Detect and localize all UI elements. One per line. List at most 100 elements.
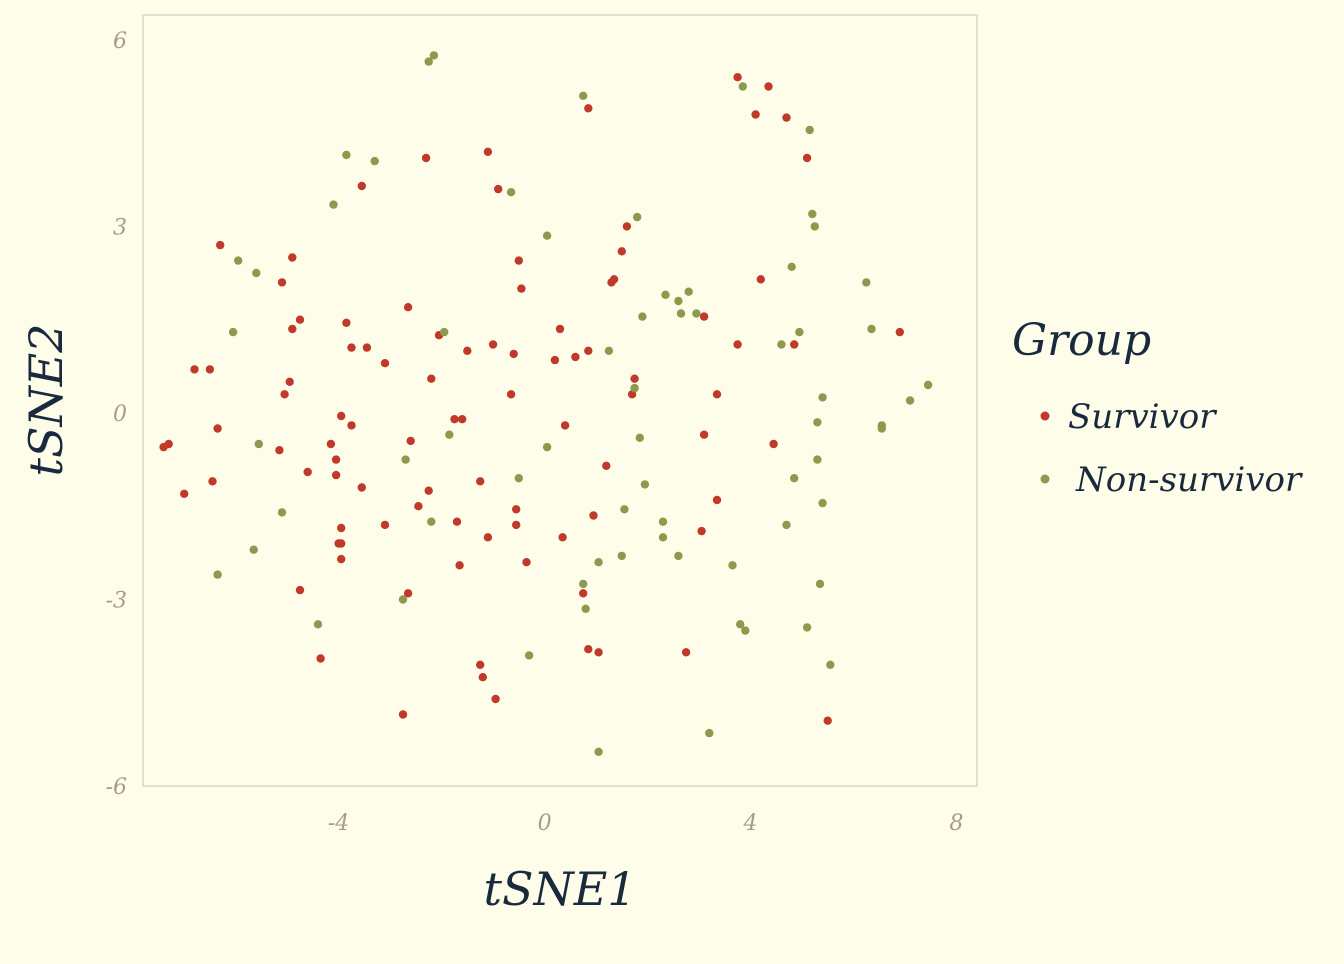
point-non-survivor-38 [254, 439, 263, 449]
point-survivor-30 [463, 346, 472, 355]
y-tick-label: -3 [106, 589, 127, 614]
point-survivor-67 [180, 489, 189, 498]
point-survivor-71 [414, 502, 423, 511]
point-non-survivor-37 [635, 433, 644, 442]
point-survivor-56 [326, 439, 336, 449]
point-non-survivor-32 [818, 393, 827, 402]
y-tick-label: -6 [106, 775, 127, 800]
point-survivor-37 [790, 340, 799, 349]
point-non-survivor-26 [795, 327, 804, 337]
point-survivor-6 [421, 153, 431, 163]
point-non-survivor-66 [524, 651, 534, 660]
point-non-survivor-65 [802, 623, 812, 632]
point-survivor-64 [331, 470, 341, 480]
point-survivor-9 [494, 184, 503, 194]
point-non-survivor-6 [370, 156, 379, 166]
point-survivor-3 [782, 113, 791, 122]
point-survivor-35 [550, 355, 560, 365]
point-non-survivor-24 [440, 327, 449, 337]
point-non-survivor-11 [810, 222, 819, 231]
point-survivor-51 [458, 415, 467, 424]
point-non-survivor-7 [506, 188, 516, 197]
point-survivor-74 [452, 517, 462, 526]
point-non-survivor-18 [684, 287, 693, 296]
point-survivor-38 [380, 359, 390, 368]
point-non-survivor-23 [228, 327, 238, 337]
point-non-survivor-67 [826, 660, 835, 669]
point-survivor-29 [362, 343, 372, 352]
point-non-survivor-9 [633, 212, 642, 222]
point-non-survivor-8 [329, 200, 338, 209]
point-survivor-15 [277, 278, 287, 287]
point-non-survivor-20 [692, 309, 701, 318]
x-axis-title: tSNE1 [483, 862, 636, 916]
point-survivor-0 [733, 73, 742, 82]
point-non-survivor-1 [429, 51, 439, 60]
point-non-survivor-15 [787, 262, 796, 271]
point-survivor-27 [699, 312, 709, 321]
y-axis-ticks: -6 -3 0 3 6 [106, 29, 127, 800]
point-survivor-80 [483, 533, 493, 542]
point-non-survivor-45 [277, 508, 287, 517]
point-survivor-60 [275, 446, 284, 455]
point-non-survivor-68 [705, 728, 714, 738]
point-survivor-87 [403, 589, 413, 598]
point-survivor-62 [602, 461, 611, 470]
point-non-survivor-48 [658, 517, 668, 526]
point-non-survivor-34 [877, 424, 886, 433]
x-axis-ticks: -4 0 4 8 [328, 811, 964, 836]
y-tick-label: 6 [113, 29, 127, 54]
point-survivor-90 [594, 648, 603, 657]
point-non-survivor-42 [514, 474, 523, 483]
point-survivor-86 [295, 585, 305, 595]
point-non-survivor-19 [676, 309, 686, 318]
point-survivor-33 [584, 346, 593, 355]
point-survivor-49 [347, 421, 356, 430]
point-non-survivor-22 [638, 312, 647, 321]
point-survivor-69 [424, 486, 433, 495]
point-non-survivor-41 [813, 455, 822, 464]
point-non-survivor-14 [252, 268, 261, 278]
point-survivor-43 [630, 374, 639, 383]
point-survivor-68 [357, 483, 366, 492]
point-non-survivor-27 [777, 340, 786, 349]
point-survivor-26 [895, 327, 904, 337]
point-non-survivor-51 [658, 533, 668, 542]
point-non-survivor-36 [445, 430, 454, 439]
points-layer [159, 51, 933, 756]
point-survivor-32 [509, 349, 518, 359]
point-survivor-57 [406, 436, 415, 446]
point-survivor-88 [579, 589, 588, 598]
point-survivor-1 [764, 82, 773, 91]
y-tick-label: 3 [113, 215, 127, 240]
point-survivor-96 [398, 710, 408, 719]
point-survivor-77 [697, 526, 706, 536]
point-survivor-7 [483, 147, 493, 156]
point-survivor-2 [751, 110, 760, 119]
point-survivor-48 [337, 411, 346, 421]
point-non-survivor-3 [738, 82, 747, 91]
point-survivor-55 [159, 442, 168, 452]
x-tick-label: 8 [949, 811, 963, 836]
plot-panel [142, 14, 978, 787]
point-survivor-22 [342, 318, 351, 327]
point-non-survivor-43 [790, 474, 799, 483]
point-survivor-66 [208, 477, 217, 486]
point-survivor-85 [522, 558, 531, 567]
point-survivor-83 [337, 554, 346, 564]
point-survivor-72 [589, 511, 598, 520]
point-survivor-61 [331, 455, 341, 464]
point-survivor-79 [334, 539, 343, 548]
point-non-survivor-28 [604, 346, 614, 355]
point-survivor-45 [506, 390, 516, 399]
legend-title: Group [1012, 315, 1151, 366]
point-non-survivor-25 [867, 324, 876, 334]
point-non-survivor-52 [249, 545, 258, 554]
point-survivor-31 [488, 340, 498, 349]
point-survivor-95 [491, 694, 500, 704]
point-non-survivor-58 [579, 579, 588, 589]
point-non-survivor-29 [923, 380, 933, 390]
point-survivor-8 [357, 181, 366, 191]
